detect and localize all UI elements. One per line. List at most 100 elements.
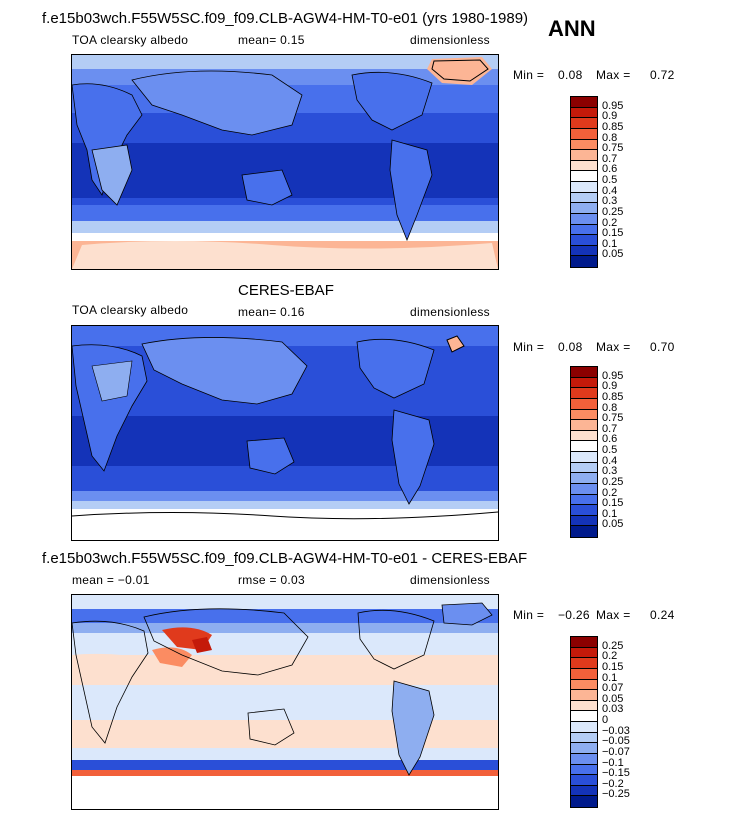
panel2-max-value: 0.70 (650, 340, 675, 354)
colorbar-swatch (571, 690, 597, 701)
colorbar-swatch (571, 668, 597, 680)
colorbar-tick-label: 0.1 (602, 237, 618, 250)
panel2-colorbar (570, 366, 598, 538)
panel1-max-value: 0.72 (650, 68, 675, 82)
colorbar-tick-label: 0.3 (602, 465, 618, 478)
colorbar-tick-label: 0.15 (602, 660, 624, 673)
colorbar-tick-label: 0.2 (602, 486, 618, 499)
panel1-units-label: dimensionless (410, 33, 490, 47)
colorbar-swatch (571, 420, 597, 431)
colorbar-tick-label: 0.25 (602, 205, 624, 218)
colorbar-tick-label: 0.7 (602, 422, 618, 435)
colorbar-tick-label: 0.5 (602, 174, 618, 186)
colorbar-swatch (571, 743, 597, 754)
panel2-map-graphic (72, 326, 498, 540)
colorbar-swatch (571, 658, 597, 669)
colorbar-swatch (571, 245, 597, 257)
colorbar-swatch (571, 775, 597, 786)
panel2-units-label: dimensionless (410, 305, 490, 319)
colorbar-swatch (571, 785, 597, 797)
panel1-min-label: Min = (513, 68, 545, 82)
colorbar-swatch (571, 377, 597, 389)
panel3-mean-label: mean = −0.01 (72, 573, 150, 587)
season-label: ANN (548, 16, 596, 41)
colorbar-swatch (571, 150, 597, 161)
panel1-colorbar (570, 96, 598, 268)
colorbar-tick-label: 0.85 (602, 120, 624, 133)
colorbar-tick-label: 0.7 (602, 152, 618, 165)
panel1-variable-label: TOA clearsky albedo (72, 33, 189, 47)
panel3-min-label: Min = (513, 608, 545, 622)
panel1-max-label: Max = (596, 68, 631, 82)
colorbar-swatch (571, 97, 597, 108)
panel3-colorbar (570, 636, 598, 808)
colorbar-swatch (571, 192, 597, 204)
colorbar-swatch (571, 409, 597, 421)
colorbar-swatch (571, 160, 597, 172)
colorbar-tick-label: 0.3 (602, 195, 618, 208)
colorbar-swatch (571, 430, 597, 442)
colorbar-tick-label: 0.4 (602, 454, 618, 467)
colorbar-swatch (571, 128, 597, 140)
colorbar-swatch (571, 473, 597, 484)
colorbar-tick-label: 0.05 (602, 692, 624, 705)
colorbar-swatch (571, 483, 597, 495)
panel1-min-value: 0.08 (558, 68, 583, 82)
colorbar-swatch (571, 764, 597, 776)
colorbar-swatch (571, 118, 597, 129)
colorbar-tick-label: 0.25 (602, 639, 624, 652)
panel2-min-label: Min = (513, 340, 545, 354)
colorbar-tick-label: 0.15 (602, 497, 624, 510)
colorbar-tick-label: −0.07 (602, 745, 630, 758)
colorbar-tick-label: 0.4 (602, 184, 618, 197)
colorbar-tick-label: 0.85 (602, 390, 624, 403)
colorbar-tick-label: 0.07 (602, 682, 624, 695)
panel3-units-label: dimensionless (410, 573, 490, 587)
colorbar-swatch (571, 526, 597, 537)
colorbar-tick-label: −0.25 (602, 788, 630, 801)
panel1-map-graphic (72, 55, 498, 269)
colorbar-swatch (571, 732, 597, 744)
colorbar-swatch (571, 213, 597, 225)
colorbar-tick-label: 0.15 (602, 227, 624, 240)
colorbar-swatch (571, 388, 597, 399)
colorbar-tick-label: 0.9 (602, 380, 618, 393)
colorbar-tick-label: 0.25 (602, 475, 624, 488)
colorbar-tick-label: 0.6 (602, 433, 618, 446)
colorbar-swatch (571, 235, 597, 246)
panel2-map (71, 325, 499, 541)
colorbar-swatch (571, 182, 597, 193)
panel2-title: CERES-EBAF (238, 282, 334, 299)
colorbar-swatch (571, 139, 597, 151)
panel2-variable-label: TOA clearsky albedo (72, 303, 189, 317)
colorbar-tick-label: 0.5 (602, 444, 618, 456)
colorbar-swatch (571, 711, 597, 722)
colorbar-tick-label: 0.05 (602, 248, 624, 261)
colorbar-swatch (571, 494, 597, 506)
colorbar-tick-label: 0.95 (602, 99, 624, 112)
colorbar-swatch (571, 398, 597, 410)
panel1-map (71, 54, 499, 270)
colorbar-swatch (571, 722, 597, 733)
colorbar-tick-label: 0.1 (602, 507, 618, 520)
colorbar-tick-label: 0.03 (602, 703, 624, 716)
colorbar-tick-label: 0.2 (602, 216, 618, 229)
colorbar-tick-label: 0.8 (602, 401, 618, 414)
colorbar-swatch (571, 700, 597, 712)
colorbar-swatch (571, 203, 597, 214)
panel3-max-value: 0.24 (650, 608, 675, 622)
panel3-title: f.e15b03wch.F55W5SC.f09_f09.CLB-AGW4-HM-… (42, 550, 528, 567)
colorbar-tick-label: 0 (602, 714, 609, 726)
colorbar-tick-label: −0.03 (602, 724, 630, 737)
colorbar-swatch (571, 796, 597, 807)
colorbar-swatch (571, 637, 597, 648)
colorbar-swatch (571, 367, 597, 378)
colorbar-swatch (571, 224, 597, 236)
colorbar-tick-label: 0.05 (602, 518, 624, 531)
panel3-max-label: Max = (596, 608, 631, 622)
colorbar-swatch (571, 462, 597, 474)
panel2-mean-label: mean= 0.16 (238, 305, 305, 319)
colorbar-swatch (571, 647, 597, 659)
panel1-title: f.e15b03wch.F55W5SC.f09_f09.CLB-AGW4-HM-… (42, 10, 529, 27)
colorbar-tick-label: 0.8 (602, 131, 618, 144)
